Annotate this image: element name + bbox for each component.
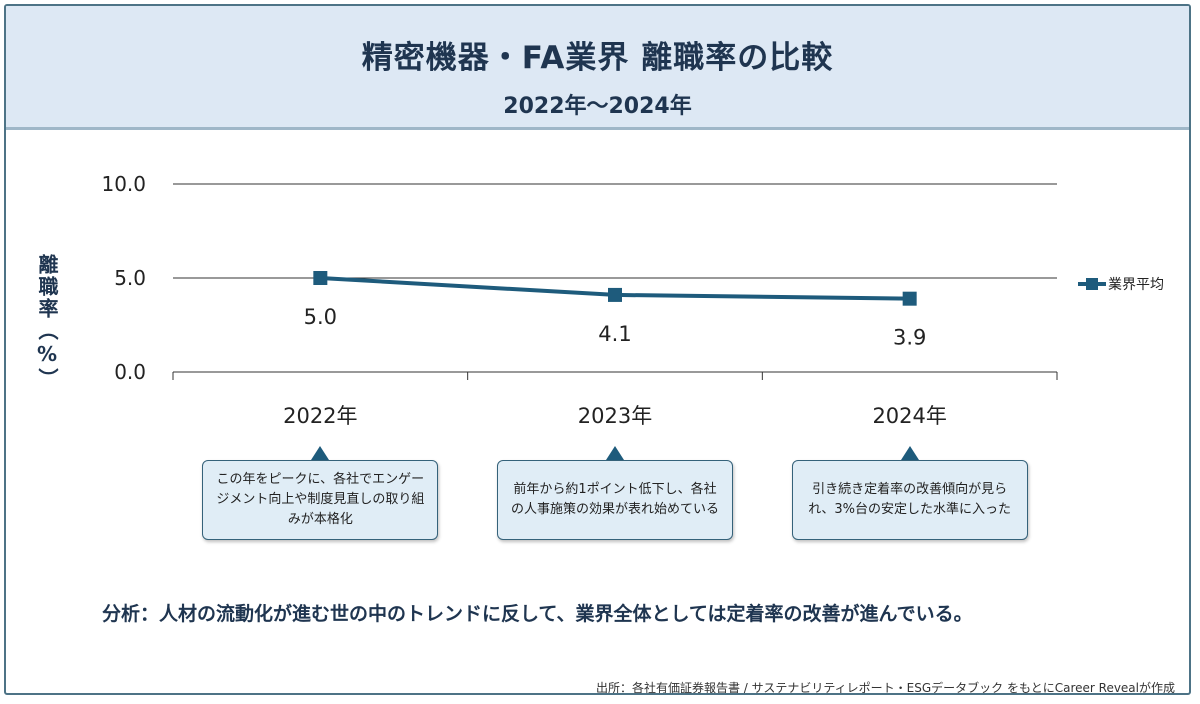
callout-2022: この年をピークに、各社でエンゲージメント向上や制度見直しの取り組みが本格化 <box>202 460 439 540</box>
x-tick-label: 2023年 <box>578 404 652 428</box>
chart-frame: 精密機器・FA業界 離職率の比較 2022年〜2024年 離職率（%） 0.0 5… <box>4 4 1191 695</box>
data-point <box>902 291 917 306</box>
data-label: 3.9 <box>893 326 926 350</box>
callout-text: この年をピークに、各社でエンゲージメント向上や制度見直しの取り組みが本格化 <box>216 472 425 527</box>
x-tick-label: 2022年 <box>283 404 357 428</box>
callout-text: 前年から約1ポイント低下し、各社の人事施策の効果が表れ始めている <box>510 482 719 517</box>
data-point <box>608 287 622 302</box>
legend-label: 業界平均 <box>1108 277 1164 293</box>
callout-2024: 引き続き定着率の改善傾向が見られ、3%台の安定した水準に入った <box>791 460 1028 540</box>
callout-pointer <box>311 446 330 460</box>
y-axis-label: 離職率（%） <box>35 254 59 390</box>
callout-pointer <box>606 446 624 460</box>
callout-pointer <box>900 446 919 460</box>
y-tick-label: 0.0 <box>114 360 146 384</box>
source-note: 出所：各社有価証券報告書 / サステナビリティレポート・ESGデータブック をも… <box>595 681 1175 695</box>
y-tick-label: 10.0 <box>101 172 146 196</box>
y-tick-label: 5.0 <box>114 266 146 290</box>
analysis-text: 分析：人材の流動化が進む世の中のトレンドに反して、業界全体としては定着率の改善が… <box>102 603 973 625</box>
data-point <box>313 271 328 285</box>
x-tick-label: 2024年 <box>872 404 946 428</box>
legend-marker <box>1086 278 1098 290</box>
chart-subtitle: 2022年〜2024年 <box>503 94 692 119</box>
callout-2023: 前年から約1ポイント低下し、各社の人事施策の効果が表れ始めている <box>497 460 733 540</box>
data-label: 4.1 <box>598 322 631 346</box>
callout-text: 引き続き定着率の改善傾向が見られ、3%台の安定した水準に入った <box>808 482 1012 517</box>
data-label: 5.0 <box>304 305 337 329</box>
header: 精密機器・FA業界 離職率の比較 2022年〜2024年 <box>6 6 1189 130</box>
line-chart: 0.0 5.0 10.0 2022年 2023年 2024年 5.0 4.1 3.9 業界平均 <box>101 172 1164 428</box>
chart-title: 精密機器・FA業界 離職率の比較 <box>361 40 834 76</box>
